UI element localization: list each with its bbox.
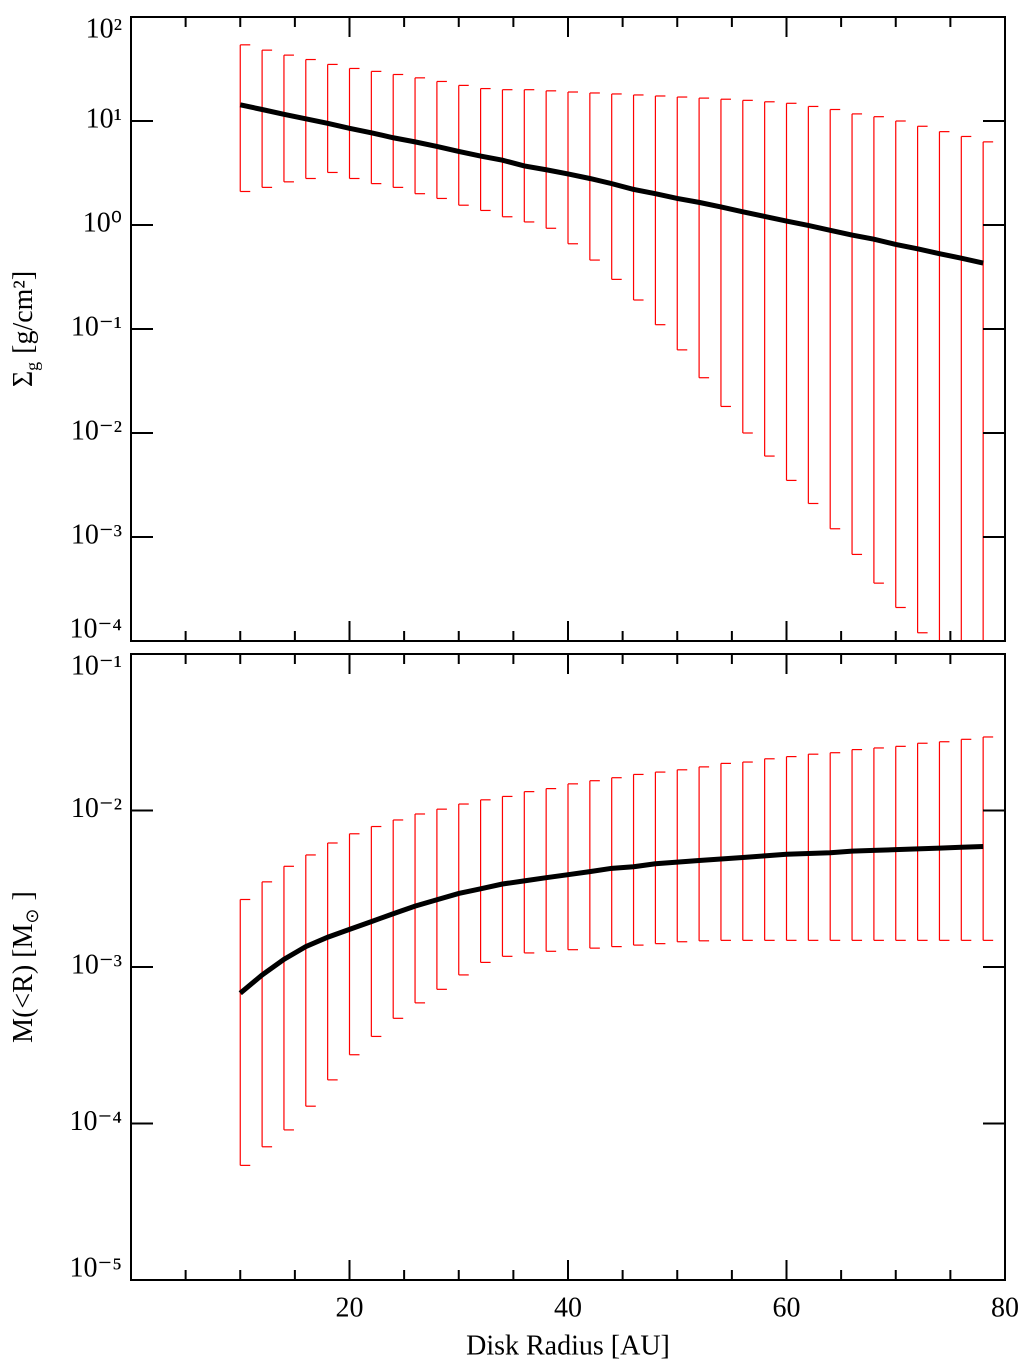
error-bar <box>261 49 273 188</box>
data-line <box>238 843 984 996</box>
error-bar <box>348 833 360 1056</box>
y-title-main: M(<R) [M <box>8 923 39 1042</box>
error-bar <box>829 108 841 530</box>
y-tick-label: 10⁻⁴ <box>69 1106 122 1137</box>
error-bar <box>698 766 710 942</box>
x-tick-label: 40 <box>554 1292 582 1323</box>
error-bar <box>982 736 994 941</box>
error-bar <box>982 141 994 641</box>
y-tick-label: 10⁻³ <box>71 519 122 550</box>
error-bar <box>501 795 513 957</box>
error-bar <box>895 120 906 609</box>
error-bar <box>720 762 731 941</box>
error-bar <box>785 756 797 941</box>
error-bar <box>458 84 469 206</box>
error-bar <box>305 854 316 1107</box>
error-bar <box>632 94 644 301</box>
error-bar <box>742 761 753 941</box>
y-tick-label: 10⁻¹ <box>71 650 122 681</box>
error-bar <box>283 865 294 1131</box>
y-title-unit: [g/cm²] <box>8 271 39 354</box>
error-bar <box>370 70 382 185</box>
y-tick-label: 10⁻⁵ <box>69 1252 122 1283</box>
error-bar <box>807 753 819 941</box>
error-bar <box>458 803 469 976</box>
y-tick-label: 10⁻² <box>71 415 122 446</box>
error-bar <box>829 752 841 941</box>
x-axis-title: Disk Radius [AU] <box>466 1330 670 1361</box>
error-bar <box>523 89 535 223</box>
error-bar <box>676 769 688 943</box>
error-bar <box>807 105 819 505</box>
x-tick-label: 80 <box>991 1292 1019 1323</box>
error-bar <box>327 63 338 174</box>
error-bar <box>261 881 273 1148</box>
error-bar <box>611 93 622 280</box>
error-bar <box>873 747 884 941</box>
y-axis-title: M(<R) [M⊙] <box>8 891 42 1043</box>
error-bar <box>239 44 251 193</box>
y-title-unit: ] <box>8 891 39 900</box>
error-bar <box>938 741 950 941</box>
error-bar <box>611 777 622 948</box>
error-bar <box>916 742 928 941</box>
error-bar <box>567 783 578 951</box>
error-bar <box>283 54 294 183</box>
data-line <box>239 102 984 266</box>
error-bar <box>392 73 404 188</box>
error-bar <box>545 788 557 952</box>
error-bar <box>676 96 688 351</box>
y-tick-label: 10⁻² <box>71 793 122 824</box>
error-bar <box>851 748 863 941</box>
error-bar <box>764 758 775 941</box>
error-bar <box>785 102 797 482</box>
error-bar <box>654 771 666 945</box>
error-bar <box>938 131 950 641</box>
x-tick-label: 20 <box>336 1292 364 1323</box>
error-bar <box>589 780 600 949</box>
error-bar <box>480 799 491 964</box>
error-bar <box>960 135 972 641</box>
error-bar <box>480 87 491 212</box>
error-bar <box>370 825 382 1038</box>
error-bar <box>742 99 753 434</box>
y-axis-title: Σg [g/cm²] <box>8 271 42 387</box>
error-bar <box>720 98 731 408</box>
error-bar <box>436 80 447 200</box>
x-tick-label: 60 <box>773 1292 801 1323</box>
error-bar <box>239 898 251 1166</box>
y-tick-label: 10¹ <box>86 103 122 134</box>
error-bar <box>698 97 710 379</box>
plot-area <box>238 736 994 1166</box>
error-bar <box>960 738 972 941</box>
error-bar <box>895 745 906 941</box>
y-tick-label: 10² <box>86 13 122 44</box>
error-bar <box>764 101 775 457</box>
error-bar <box>327 842 338 1081</box>
error-bar <box>501 89 513 218</box>
y-tick-label: 10⁻³ <box>71 949 122 980</box>
error-bar <box>414 77 426 195</box>
error-bar <box>348 67 360 180</box>
error-bar <box>414 813 426 1004</box>
error-bar <box>545 90 557 229</box>
error-bar <box>916 125 928 634</box>
error-bar <box>654 95 666 326</box>
error-bar <box>523 791 535 954</box>
error-bar <box>851 113 863 556</box>
y-tick-label: 10⁻⁴ <box>69 613 122 644</box>
y-tick-label: 10⁻¹ <box>71 311 122 342</box>
error-bar <box>567 91 578 245</box>
y-title-subscript: g <box>22 362 42 371</box>
y-title-main: Σ <box>8 371 39 387</box>
error-bar <box>632 773 644 946</box>
error-bar <box>873 116 884 584</box>
y-tick-label: 10⁰ <box>83 207 122 238</box>
y-title-subscript: ⊙ <box>22 909 42 924</box>
error-bar <box>392 819 404 1019</box>
plot-area <box>239 44 994 641</box>
